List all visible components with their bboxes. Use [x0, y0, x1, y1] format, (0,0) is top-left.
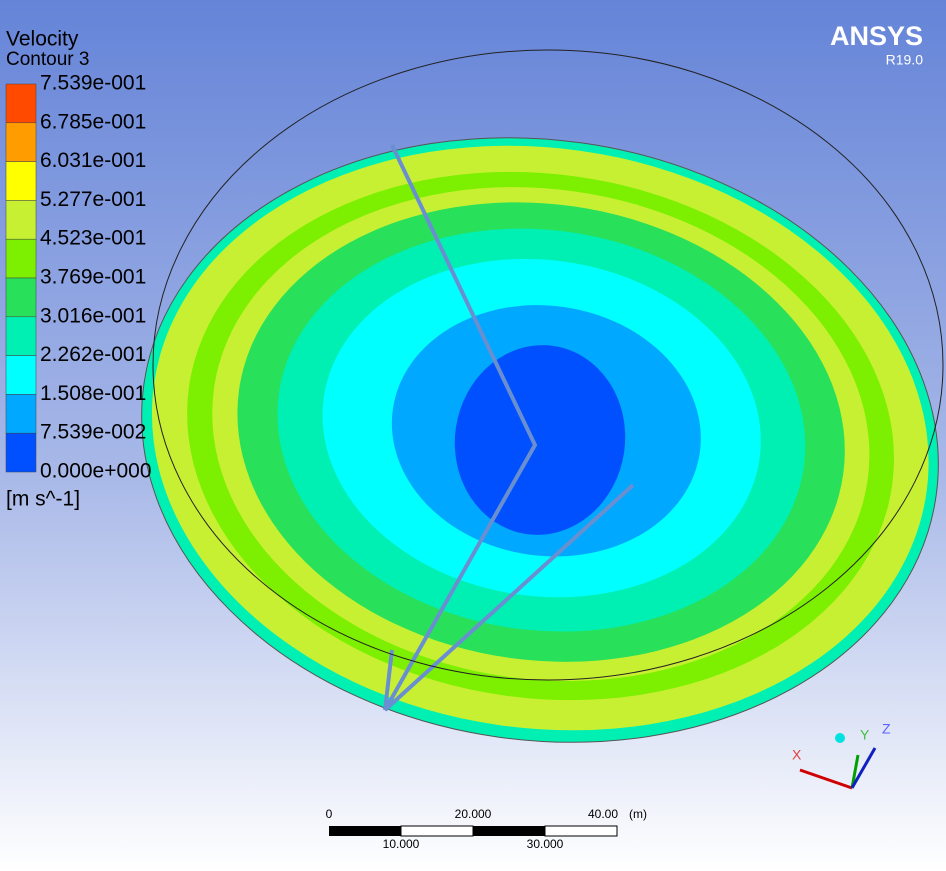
scale-bar: 0 20.000 40.00 (m) 10.000 30.000 [326, 807, 647, 851]
legend: Velocity Contour 3 [m s^-1] 7.539e-001 6.… [5, 28, 152, 511]
legend-label: 5.277e-001 [40, 188, 146, 211]
scale-label: 30.000 [527, 837, 564, 851]
legend-label: 3.016e-001 [40, 304, 146, 327]
axis-label: Y [860, 727, 870, 743]
legend-band [5, 122, 37, 162]
legend-label: 6.031e-001 [40, 149, 146, 172]
scale-label: 10.000 [383, 837, 420, 851]
legend-label: 3.769e-001 [40, 266, 146, 289]
version: R19.0 [886, 52, 924, 68]
scale-label: 40.00 [588, 807, 618, 821]
legend-title: Velocity [6, 28, 79, 51]
legend-band [5, 238, 37, 279]
legend-label: 2.262e-001 [40, 343, 146, 366]
legend-band [5, 432, 37, 473]
domain-outline [152, 49, 944, 681]
scale-label: 0 [326, 807, 333, 821]
legend-subtitle: Contour 3 [6, 49, 89, 70]
legend-unit: [m s^-1] [6, 488, 80, 511]
axis-label: X [792, 747, 802, 763]
legend-label: 4.523e-001 [40, 227, 146, 250]
legend-label: 6.785e-001 [40, 110, 146, 133]
legend-label: 1.508e-001 [40, 382, 146, 405]
legend-band [5, 161, 37, 201]
legend-label: 7.539e-001 [40, 72, 146, 95]
legend-band [5, 200, 37, 240]
pipes [383, 144, 635, 712]
legend-label: 7.539e-002 [40, 421, 146, 444]
scale-label: 20.000 [455, 807, 492, 821]
scale-unit: (m) [629, 807, 647, 821]
legend-band [5, 277, 37, 318]
legend-band [5, 83, 37, 124]
legend-label: 0.000e+000 [40, 460, 152, 483]
legend-band [5, 316, 37, 356]
logo: ANSYS [830, 21, 923, 51]
axis-label: Z [882, 721, 891, 737]
legend-band [5, 355, 37, 395]
legend-band [5, 394, 37, 434]
axis-triad: X Y Z [792, 721, 891, 790]
